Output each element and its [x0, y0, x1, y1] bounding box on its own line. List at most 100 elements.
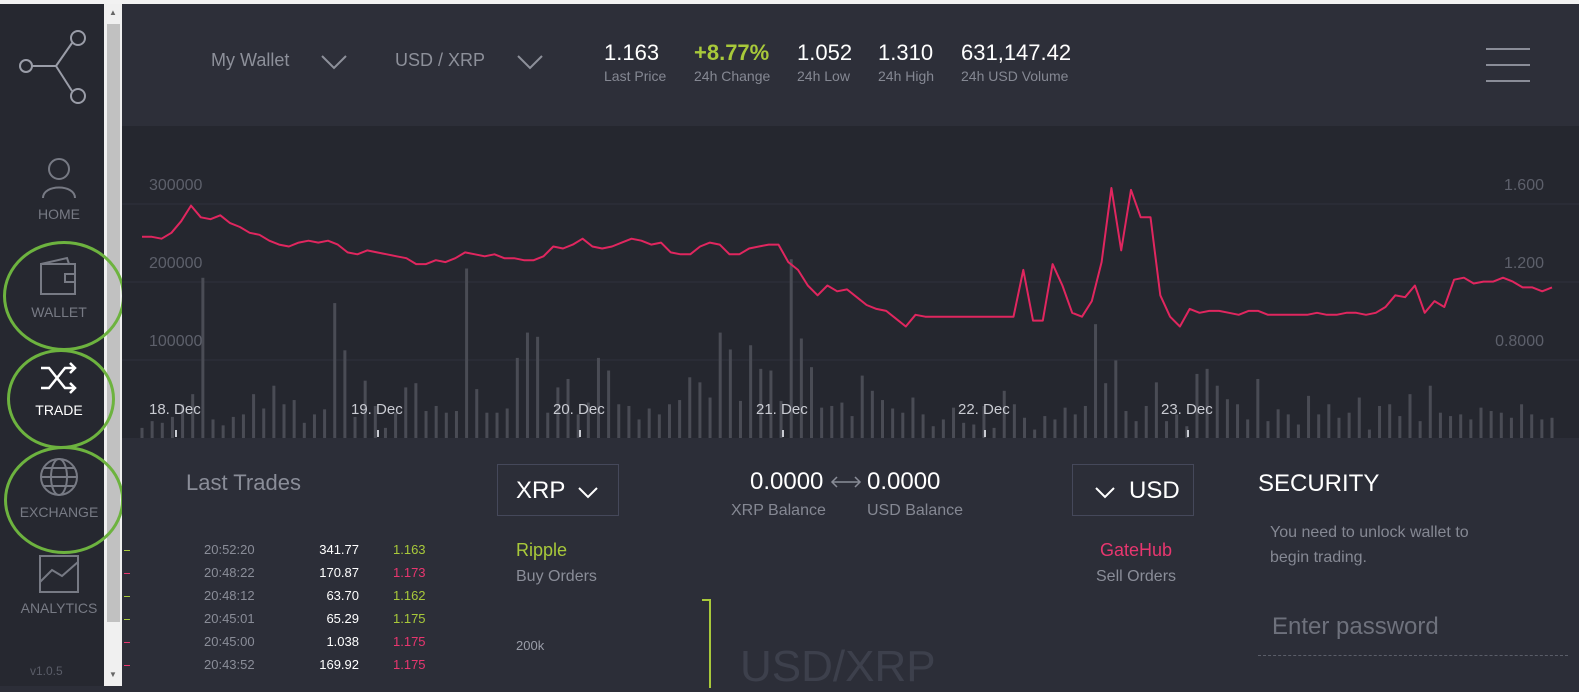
volume-bar — [1134, 421, 1138, 438]
volume-bar — [718, 332, 722, 438]
password-input[interactable] — [1258, 598, 1568, 656]
scroll-down-arrow-icon[interactable]: ▼ — [109, 670, 117, 679]
xrp-balance-label: XRP Balance — [731, 502, 826, 519]
volume-bar — [799, 338, 803, 438]
trade-price: 1.175 — [393, 657, 426, 672]
volume-bar — [1246, 419, 1250, 438]
y-axis-right-tick: 1.600 — [1504, 177, 1544, 194]
nav-analytics[interactable]: ANALYTICS — [0, 554, 118, 616]
volume-bar — [1094, 324, 1098, 438]
volume-bar — [1327, 404, 1331, 438]
volume-bar — [1388, 404, 1392, 438]
volume-bar — [241, 414, 245, 438]
base-currency-dropdown[interactable]: XRP — [497, 464, 619, 516]
swap-arrows-icon[interactable] — [830, 474, 862, 490]
volume-bar — [282, 404, 286, 438]
volume-bar — [170, 416, 174, 438]
nav-home[interactable]: HOME — [0, 156, 118, 222]
volume-bar — [809, 367, 813, 438]
volume-bar — [647, 408, 651, 438]
stat-value: 1.310 — [878, 40, 934, 65]
app-logo-icon[interactable] — [14, 26, 94, 106]
volume-bar — [596, 357, 600, 438]
volume-bar — [911, 397, 915, 438]
scroll-up-arrow-icon[interactable]: ▲ — [109, 8, 117, 17]
volume-bar — [1033, 429, 1037, 438]
volume-bar — [465, 268, 469, 438]
volume-bar — [191, 394, 195, 438]
volume-bar — [1023, 417, 1027, 438]
volume-bar — [1367, 429, 1371, 438]
last-trades-title: Last Trades — [186, 470, 301, 495]
stat-value: 631,147.42 — [961, 40, 1072, 65]
volume-bar — [901, 412, 905, 438]
quote-currency-dropdown[interactable]: USD — [1072, 464, 1194, 516]
volume-bar — [323, 409, 327, 438]
stat-value: +8.77% — [694, 40, 770, 65]
wallet-dropdown[interactable]: My Wallet — [211, 50, 347, 71]
nav-home-label: HOME — [38, 206, 80, 222]
buy-orders-label: Buy Orders — [516, 568, 597, 585]
trade-time: 20:45:01 — [204, 611, 255, 626]
volume-bar — [424, 411, 428, 438]
volume-bar — [394, 412, 398, 438]
x-axis-date-label: 21. Dec — [756, 401, 808, 418]
volume-bar — [485, 412, 489, 438]
volume-bar — [607, 370, 611, 438]
volume-bar — [1337, 417, 1341, 438]
volume-bar — [1256, 378, 1260, 438]
nav-analytics-label: ANALYTICS — [20, 600, 98, 616]
volume-bar — [1236, 404, 1240, 438]
annotation-circle-trade — [7, 349, 115, 449]
volume-bar — [1144, 405, 1148, 438]
volume-bar — [921, 414, 925, 438]
volume-bar — [1408, 394, 1412, 438]
trade-amount: 65.29 — [326, 611, 359, 626]
trade-time: 20:43:52 — [204, 657, 255, 672]
buy-issuer[interactable]: Ripple — [516, 540, 568, 560]
trade-amount: 169.92 — [319, 657, 359, 672]
volume-bar — [982, 405, 986, 438]
depth-chart-axis-label: 200k — [516, 638, 545, 653]
volume-bar — [536, 336, 540, 438]
volume-bar — [252, 394, 256, 438]
base-currency-label: XRP — [516, 477, 566, 504]
stat-label: 24h High — [878, 68, 935, 84]
volume-bar — [566, 378, 570, 438]
volume-bar — [576, 414, 580, 438]
y-axis-left-tick: 200000 — [149, 255, 202, 272]
trade-direction-marker — [124, 642, 130, 643]
volume-bar — [941, 419, 945, 438]
pair-dropdown[interactable]: USD / XRP — [395, 50, 543, 71]
volume-bar — [1043, 416, 1047, 438]
volume-bar — [962, 422, 966, 438]
volume-bar — [1124, 411, 1128, 438]
volume-bar — [546, 412, 550, 438]
volume-bar — [1175, 414, 1179, 438]
volume-bar — [262, 408, 266, 438]
volume-bar — [404, 387, 408, 438]
chevron-down-icon — [517, 55, 543, 70]
volume-bar — [1063, 407, 1067, 438]
wallet-dropdown-label: My Wallet — [211, 50, 290, 70]
header-bar — [122, 4, 1579, 126]
chevron-down-icon — [1095, 487, 1115, 499]
price-volume-chart[interactable]: 300000 200000 100000 1.600 1.200 0.8000 18. De… — [122, 126, 1579, 438]
volume-bar — [475, 389, 479, 438]
trade-amount: 63.70 — [326, 588, 359, 603]
volume-bar — [434, 405, 438, 438]
sell-issuer[interactable]: GateHub — [1100, 540, 1173, 560]
annotation-circle-exchange — [4, 446, 124, 554]
volume-bar — [1104, 383, 1108, 438]
stat-value: 1.163 — [604, 40, 660, 65]
volume-bar — [505, 408, 509, 438]
volume-bar — [160, 422, 164, 438]
volume-bar — [211, 419, 215, 438]
volume-bar — [1499, 412, 1503, 438]
y-axis-right-tick: 0.8000 — [1495, 333, 1544, 350]
volume-bar — [556, 387, 560, 438]
volume-bar — [586, 402, 590, 438]
volume-bar — [1550, 417, 1554, 438]
stat-label: 24h USD Volume — [961, 68, 1069, 84]
volume-bar — [657, 414, 661, 438]
